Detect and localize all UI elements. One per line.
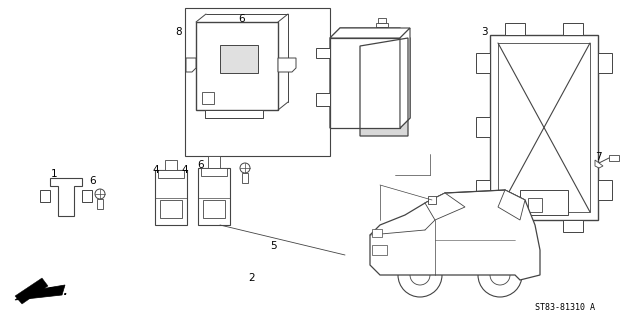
Polygon shape: [598, 53, 612, 73]
Polygon shape: [15, 280, 65, 300]
Text: 6: 6: [197, 160, 204, 170]
Bar: [158, 170, 184, 178]
Bar: [205, 110, 263, 118]
Bar: [378, 18, 386, 23]
Bar: [528, 198, 542, 212]
Polygon shape: [498, 190, 525, 220]
Circle shape: [478, 185, 488, 195]
Text: FR.: FR.: [48, 287, 68, 297]
Polygon shape: [563, 23, 583, 35]
Polygon shape: [278, 58, 296, 72]
Polygon shape: [165, 160, 177, 170]
Text: 1: 1: [51, 169, 57, 180]
Bar: [490, 35, 598, 220]
Bar: [160, 200, 182, 218]
Bar: [220, 45, 258, 73]
Text: 2: 2: [248, 273, 255, 284]
Circle shape: [204, 94, 212, 102]
Bar: [372, 229, 382, 237]
Polygon shape: [360, 38, 408, 136]
Polygon shape: [316, 93, 330, 106]
Bar: [376, 23, 388, 27]
Circle shape: [398, 253, 442, 297]
Polygon shape: [609, 155, 619, 161]
Polygon shape: [330, 28, 410, 128]
Text: 6: 6: [239, 14, 245, 24]
Polygon shape: [563, 220, 583, 232]
Polygon shape: [595, 160, 603, 168]
Text: 4: 4: [153, 164, 159, 175]
Circle shape: [95, 189, 105, 199]
Circle shape: [240, 163, 250, 173]
Polygon shape: [316, 48, 330, 58]
Polygon shape: [505, 220, 525, 232]
Circle shape: [490, 265, 510, 285]
Polygon shape: [598, 180, 612, 200]
Polygon shape: [476, 53, 490, 73]
Circle shape: [319, 95, 327, 103]
Circle shape: [167, 161, 175, 169]
Bar: [428, 196, 436, 204]
Polygon shape: [505, 23, 525, 35]
Circle shape: [377, 248, 387, 258]
Circle shape: [600, 185, 610, 195]
Polygon shape: [476, 117, 490, 137]
Circle shape: [319, 49, 327, 57]
Text: 7: 7: [596, 152, 602, 162]
Bar: [196, 22, 278, 110]
Circle shape: [478, 58, 488, 68]
Polygon shape: [208, 156, 220, 168]
Circle shape: [478, 253, 522, 297]
Text: 6: 6: [89, 176, 96, 186]
Polygon shape: [370, 190, 540, 280]
Circle shape: [410, 265, 430, 285]
Circle shape: [210, 158, 218, 166]
Text: 8: 8: [175, 27, 182, 37]
Bar: [202, 92, 214, 104]
Polygon shape: [425, 193, 465, 220]
Bar: [155, 170, 187, 225]
Circle shape: [600, 58, 610, 68]
Polygon shape: [476, 180, 490, 200]
Text: ST83-81310 A: ST83-81310 A: [535, 303, 595, 313]
Circle shape: [206, 96, 210, 100]
Polygon shape: [82, 190, 92, 202]
Bar: [520, 190, 568, 215]
Bar: [185, 8, 330, 156]
Text: 3: 3: [481, 27, 487, 37]
Text: 5: 5: [271, 241, 277, 252]
Polygon shape: [40, 190, 50, 202]
Bar: [498, 43, 590, 212]
Bar: [201, 168, 227, 176]
Bar: [198, 168, 230, 225]
Polygon shape: [50, 178, 82, 216]
Circle shape: [374, 250, 380, 256]
Polygon shape: [15, 278, 48, 304]
Polygon shape: [186, 58, 196, 72]
Text: 4: 4: [182, 164, 188, 175]
Bar: [330, 38, 400, 128]
Bar: [372, 245, 387, 255]
Bar: [97, 199, 103, 209]
Polygon shape: [400, 28, 410, 128]
Circle shape: [478, 122, 488, 132]
Polygon shape: [330, 28, 410, 38]
Bar: [242, 173, 248, 183]
Bar: [203, 200, 225, 218]
